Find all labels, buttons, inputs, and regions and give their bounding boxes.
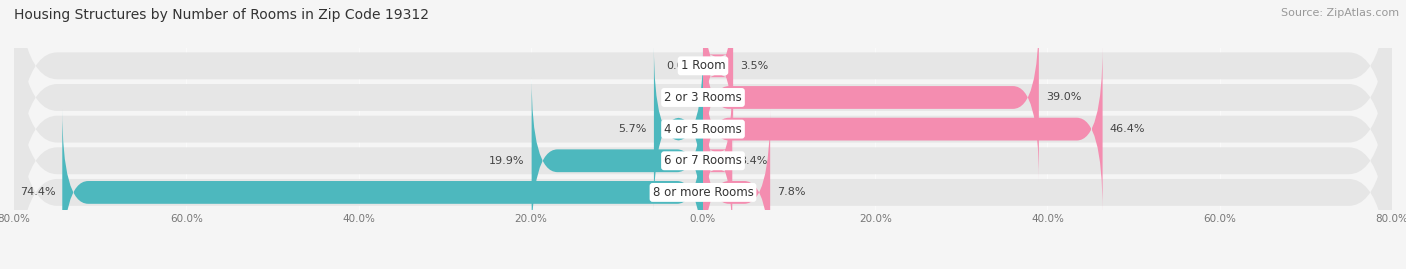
- FancyBboxPatch shape: [703, 109, 770, 269]
- Text: 8 or more Rooms: 8 or more Rooms: [652, 186, 754, 199]
- Text: 7.8%: 7.8%: [778, 187, 806, 197]
- FancyBboxPatch shape: [14, 0, 1392, 242]
- FancyBboxPatch shape: [14, 0, 1392, 211]
- Text: 0.0%: 0.0%: [666, 93, 695, 102]
- Text: 5.7%: 5.7%: [619, 124, 647, 134]
- FancyBboxPatch shape: [703, 14, 1039, 181]
- FancyBboxPatch shape: [14, 0, 1392, 269]
- Text: 1 Room: 1 Room: [681, 59, 725, 72]
- Text: Source: ZipAtlas.com: Source: ZipAtlas.com: [1281, 8, 1399, 18]
- Text: 0.0%: 0.0%: [666, 61, 695, 71]
- Text: 46.4%: 46.4%: [1109, 124, 1144, 134]
- FancyBboxPatch shape: [62, 109, 703, 269]
- Legend: Owner-occupied, Renter-occupied: Owner-occupied, Renter-occupied: [578, 266, 828, 269]
- FancyBboxPatch shape: [703, 77, 733, 244]
- Text: 3.4%: 3.4%: [740, 156, 768, 166]
- Text: Housing Structures by Number of Rooms in Zip Code 19312: Housing Structures by Number of Rooms in…: [14, 8, 429, 22]
- Text: 2 or 3 Rooms: 2 or 3 Rooms: [664, 91, 742, 104]
- FancyBboxPatch shape: [654, 45, 703, 213]
- FancyBboxPatch shape: [531, 77, 703, 244]
- Text: 74.4%: 74.4%: [20, 187, 55, 197]
- Text: 3.5%: 3.5%: [740, 61, 768, 71]
- Text: 39.0%: 39.0%: [1046, 93, 1081, 102]
- FancyBboxPatch shape: [703, 0, 733, 149]
- Text: 4 or 5 Rooms: 4 or 5 Rooms: [664, 123, 742, 136]
- FancyBboxPatch shape: [703, 45, 1102, 213]
- FancyBboxPatch shape: [14, 16, 1392, 269]
- FancyBboxPatch shape: [14, 48, 1392, 269]
- Text: 6 or 7 Rooms: 6 or 7 Rooms: [664, 154, 742, 167]
- Text: 19.9%: 19.9%: [489, 156, 524, 166]
